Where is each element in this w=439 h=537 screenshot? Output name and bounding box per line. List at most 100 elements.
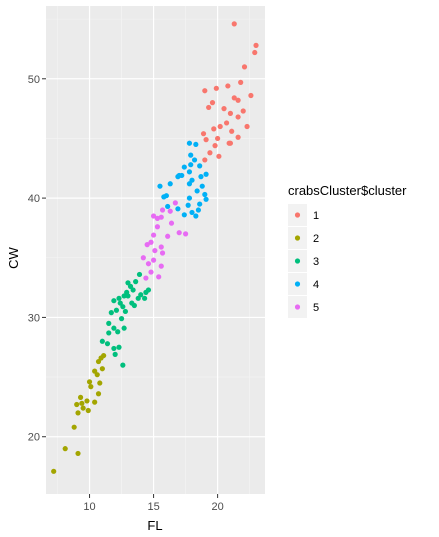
data-point-cluster-5 bbox=[158, 244, 164, 250]
data-point-cluster-3 bbox=[121, 293, 127, 299]
data-point-cluster-5 bbox=[150, 232, 157, 238]
data-point-cluster-4 bbox=[193, 141, 199, 148]
data-point-cluster-3 bbox=[111, 345, 117, 352]
data-point-cluster-5 bbox=[168, 220, 175, 226]
data-point-cluster-2 bbox=[95, 391, 102, 397]
data-point-cluster-2 bbox=[92, 368, 98, 374]
data-point-cluster-1 bbox=[212, 142, 218, 149]
data-point-cluster-3 bbox=[111, 325, 117, 331]
data-point-cluster-5 bbox=[156, 274, 162, 280]
data-point-cluster-1 bbox=[203, 137, 209, 143]
data-point-cluster-4 bbox=[193, 213, 199, 219]
data-point-cluster-3 bbox=[121, 325, 127, 331]
data-point-cluster-1 bbox=[200, 131, 207, 137]
data-point-cluster-2 bbox=[101, 352, 107, 359]
legend-swatch-2 bbox=[294, 235, 301, 241]
data-point-cluster-2 bbox=[92, 399, 98, 405]
data-point-cluster-3 bbox=[118, 316, 125, 322]
data-point-cluster-5 bbox=[150, 257, 157, 263]
y-tick-label: 40 bbox=[28, 193, 40, 205]
data-point-cluster-3 bbox=[117, 300, 123, 306]
data-point-cluster-5 bbox=[145, 261, 152, 267]
legend-swatch-4 bbox=[294, 281, 301, 287]
data-point-cluster-1 bbox=[221, 106, 227, 112]
legend-swatch-5 bbox=[294, 304, 301, 310]
data-point-cluster-1 bbox=[252, 49, 258, 56]
data-point-cluster-1 bbox=[238, 79, 244, 85]
data-point-cluster-5 bbox=[154, 224, 161, 230]
data-point-cluster-4 bbox=[161, 194, 167, 200]
legend-swatch-1 bbox=[294, 212, 301, 218]
data-point-cluster-2 bbox=[75, 410, 81, 416]
data-point-cluster-2 bbox=[51, 468, 57, 474]
data-point-cluster-1 bbox=[206, 104, 212, 111]
data-point-cluster-3 bbox=[116, 295, 122, 301]
data-point-cluster-1 bbox=[253, 42, 259, 48]
data-point-cluster-1 bbox=[240, 108, 246, 114]
data-point-cluster-3 bbox=[136, 271, 143, 278]
x-tick-label: 15 bbox=[147, 501, 159, 513]
data-point-cluster-5 bbox=[165, 233, 171, 239]
data-point-cluster-4 bbox=[197, 201, 203, 207]
data-point-cluster-3 bbox=[133, 279, 139, 285]
y-tick-label: 20 bbox=[28, 432, 40, 444]
data-point-cluster-4 bbox=[194, 188, 200, 194]
data-point-cluster-2 bbox=[86, 379, 93, 385]
data-point-cluster-5 bbox=[150, 213, 157, 219]
legend-label-2: 2 bbox=[313, 233, 319, 245]
data-point-cluster-2 bbox=[88, 384, 94, 390]
data-point-cluster-4 bbox=[186, 140, 193, 146]
data-point-cluster-3 bbox=[115, 329, 121, 335]
data-point-cluster-1 bbox=[235, 134, 241, 140]
data-point-cluster-4 bbox=[203, 171, 209, 177]
data-point-cluster-1 bbox=[227, 110, 234, 116]
data-point-cluster-1 bbox=[235, 97, 241, 103]
data-point-cluster-3 bbox=[138, 292, 144, 298]
data-point-cluster-2 bbox=[77, 394, 84, 400]
y-tick-label: 30 bbox=[28, 312, 40, 324]
data-point-cluster-5 bbox=[158, 214, 164, 220]
data-point-cluster-4 bbox=[197, 163, 203, 169]
legend-swatch-3 bbox=[294, 258, 301, 264]
data-point-cluster-3 bbox=[116, 344, 122, 350]
data-point-cluster-4 bbox=[167, 181, 173, 187]
y-tick-label: 50 bbox=[28, 74, 40, 86]
data-point-cluster-5 bbox=[172, 200, 178, 206]
data-point-cluster-2 bbox=[95, 358, 102, 365]
data-point-cluster-3 bbox=[120, 304, 126, 310]
data-points bbox=[51, 21, 259, 474]
data-point-cluster-4 bbox=[165, 203, 171, 210]
data-point-cluster-1 bbox=[235, 114, 241, 120]
data-point-cluster-4 bbox=[185, 202, 191, 208]
legend-label-3: 3 bbox=[313, 256, 319, 268]
data-point-cluster-3 bbox=[108, 310, 114, 316]
data-point-cluster-5 bbox=[148, 239, 154, 245]
data-point-cluster-1 bbox=[225, 83, 231, 89]
data-point-cluster-3 bbox=[111, 298, 117, 304]
data-point-cluster-2 bbox=[84, 398, 90, 404]
data-point-cluster-1 bbox=[202, 157, 208, 163]
data-point-cluster-4 bbox=[186, 181, 193, 187]
data-point-cluster-4 bbox=[189, 209, 195, 216]
data-point-cluster-1 bbox=[227, 140, 234, 146]
data-point-cluster-1 bbox=[248, 92, 254, 99]
data-point-cluster-4 bbox=[198, 174, 204, 180]
data-point-cluster-4 bbox=[188, 162, 194, 168]
data-point-cluster-3 bbox=[135, 295, 141, 301]
data-point-cluster-5 bbox=[167, 208, 173, 214]
data-point-cluster-5 bbox=[158, 263, 164, 269]
data-point-cluster-2 bbox=[75, 450, 81, 457]
data-point-cluster-5 bbox=[159, 250, 166, 256]
data-point-cluster-1 bbox=[216, 153, 222, 159]
data-point-cluster-1 bbox=[231, 95, 237, 101]
data-point-cluster-4 bbox=[157, 183, 163, 189]
legend-label-1: 1 bbox=[313, 210, 319, 222]
x-tick-label: 10 bbox=[83, 501, 95, 513]
legend-label-5: 5 bbox=[313, 302, 319, 314]
data-point-cluster-2 bbox=[74, 401, 80, 408]
data-point-cluster-4 bbox=[188, 152, 194, 158]
x-axis-ticks: 10 15 20 bbox=[83, 494, 224, 513]
x-tick-label: 20 bbox=[211, 501, 223, 513]
data-point-cluster-5 bbox=[152, 247, 158, 254]
data-point-cluster-4 bbox=[189, 177, 195, 183]
